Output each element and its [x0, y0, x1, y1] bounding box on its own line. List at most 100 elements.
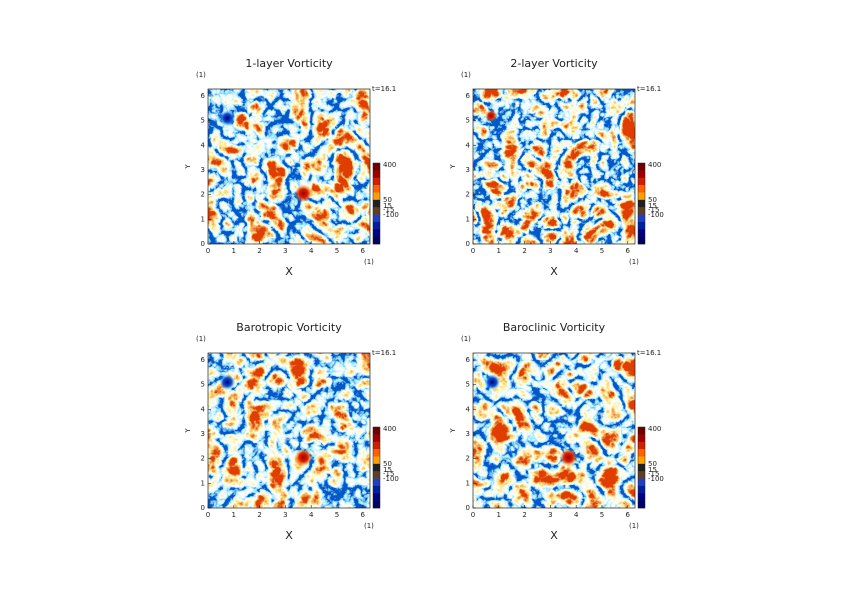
- colorbar-label: -100: [648, 211, 664, 219]
- vorticity-field: [473, 89, 635, 244]
- y-axis-label: Y: [449, 428, 457, 434]
- y-tick-label: 5: [466, 381, 470, 389]
- x-tick-label: 1: [497, 511, 501, 519]
- x-tick-label: 0: [206, 247, 210, 255]
- x-tick-label: 4: [309, 247, 314, 255]
- time-label: t=16.1: [372, 85, 396, 93]
- x-tick-label: 2: [257, 511, 261, 519]
- colorbar-segment: [373, 478, 380, 487]
- colorbar-segment: [638, 434, 645, 443]
- y-tick-label: 2: [466, 191, 470, 199]
- y-tick-label: 1: [201, 479, 205, 487]
- colorbar-segment: [373, 463, 380, 472]
- colorbar-segment: [373, 427, 380, 435]
- colorbar-segment: [638, 221, 645, 230]
- y-tick-label: 0: [466, 504, 470, 512]
- y-tick-label: 4: [466, 141, 471, 149]
- x-tick-label: 6: [361, 247, 366, 255]
- colorbar-segment: [373, 236, 380, 245]
- colorbar-label: 400: [383, 425, 396, 433]
- colorbar-frame: [637, 426, 646, 509]
- colorbar-segment: [373, 471, 380, 479]
- y-tick-label: 4: [201, 141, 206, 149]
- colorbar-label: 15: [648, 466, 657, 474]
- colorbar-label: 50: [648, 460, 657, 468]
- x-axis-label: X: [550, 529, 558, 542]
- colorbar-segment: [373, 214, 380, 223]
- colorbar-frame: [372, 426, 381, 509]
- panel-title: Baroclinic Vorticity: [503, 321, 606, 334]
- vorticity-field: [473, 353, 635, 508]
- y-tick-label: 4: [201, 405, 206, 413]
- panel: Barotropic Vorticity 0 1 2 3 4 5 6 0 1 2 3 4 5 6 X Y (1) (…: [184, 321, 399, 542]
- x-tick-label: 1: [232, 511, 236, 519]
- colorbar-label: 400: [648, 161, 661, 169]
- colorbar-segment: [373, 485, 380, 494]
- panel: 1-layer Vorticity 0 1 2 3 4 5 6 0 1 2 3 4 5 6 X Y (1) (1) t…: [184, 57, 399, 278]
- colorbar-segment: [373, 170, 380, 179]
- x-tick-label: 4: [309, 511, 314, 519]
- colorbar-frame: [372, 162, 381, 245]
- x-unit: (1): [364, 258, 374, 266]
- colorbar-segment: [638, 163, 645, 171]
- y-tick-label: 3: [201, 430, 205, 438]
- y-unit: (1): [461, 71, 471, 79]
- colorbar-label: 15: [383, 202, 392, 210]
- plot-frame: [207, 88, 371, 245]
- x-tick-label: 1: [232, 247, 236, 255]
- colorbar-label: 50: [648, 196, 657, 204]
- colorbar-label: 15: [383, 466, 392, 474]
- time-label: t=16.1: [637, 85, 661, 93]
- x-tick-label: 5: [335, 247, 339, 255]
- colorbar-segment: [373, 500, 380, 509]
- panel: Baroclinic Vorticity 0 1 2 3 4 5 6 0 1 2 3 4 5 6 X Y (1) (…: [449, 321, 664, 542]
- colorbar-label: 50: [383, 196, 392, 204]
- colorbar-segment: [373, 434, 380, 443]
- y-tick-label: 5: [466, 117, 470, 125]
- x-unit: (1): [629, 258, 639, 266]
- x-tick-label: 3: [283, 511, 287, 519]
- colorbar-segment: [638, 500, 645, 509]
- colorbar-segment: [638, 463, 645, 472]
- colorbar-label: 50: [383, 460, 392, 468]
- x-tick-label: 0: [471, 511, 475, 519]
- plot-frame: [472, 352, 636, 509]
- y-tick-label: 0: [201, 504, 205, 512]
- colorbar-label: -15: [383, 470, 394, 478]
- x-tick-label: 3: [283, 247, 287, 255]
- colorbar-segment: [638, 214, 645, 223]
- colorbar-segment: [373, 229, 380, 237]
- x-tick-label: 3: [548, 511, 552, 519]
- colorbar-segment: [638, 471, 645, 479]
- colorbar-segment: [373, 177, 380, 186]
- colorbar-segment: [373, 456, 380, 465]
- y-tick-label: 2: [201, 191, 205, 199]
- colorbar-segment: [638, 185, 645, 193]
- time-label: t=16.1: [372, 349, 396, 357]
- colorbar-segment: [638, 199, 645, 208]
- x-axis-label: X: [550, 265, 558, 278]
- vorticity-field: [208, 353, 370, 508]
- x-tick-label: 6: [361, 511, 366, 519]
- vortex: [294, 448, 313, 467]
- colorbar-frame: [637, 162, 646, 245]
- colorbar-segment: [373, 185, 380, 193]
- panel: 2-layer Vorticity 0 1 2 3 4 5 6 0 1 2 3 4 5 6 X Y (1) (1) t…: [449, 57, 664, 278]
- colorbar-segment: [638, 192, 645, 201]
- x-tick-label: 2: [522, 247, 526, 255]
- x-axis-label: X: [285, 529, 293, 542]
- x-tick-label: 0: [206, 511, 210, 519]
- vortex: [219, 374, 236, 391]
- x-tick-label: 0: [471, 247, 475, 255]
- colorbar-segment: [373, 493, 380, 501]
- panel-title: 1-layer Vorticity: [245, 57, 333, 70]
- x-tick-label: 1: [497, 247, 501, 255]
- x-tick-label: 5: [600, 247, 604, 255]
- colorbar-segment: [638, 427, 645, 435]
- y-tick-label: 3: [466, 166, 470, 174]
- y-tick-label: 2: [466, 455, 470, 463]
- y-axis-label: Y: [184, 428, 192, 434]
- y-tick-label: 0: [201, 240, 205, 248]
- x-unit: (1): [364, 522, 374, 530]
